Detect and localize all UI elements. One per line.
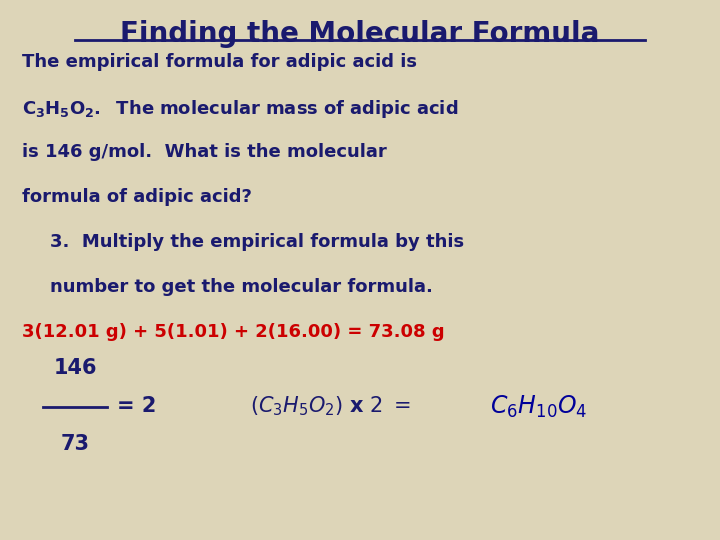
Text: 3.  Multiply the empirical formula by this: 3. Multiply the empirical formula by thi… — [50, 233, 464, 251]
Text: The empirical formula for adipic acid is: The empirical formula for adipic acid is — [22, 53, 417, 71]
Text: 146: 146 — [53, 359, 96, 379]
Text: number to get the molecular formula.: number to get the molecular formula. — [50, 278, 433, 296]
Text: is 146 g/mol.  What is the molecular: is 146 g/mol. What is the molecular — [22, 143, 387, 161]
Text: Finding the Molecular Formula: Finding the Molecular Formula — [120, 20, 600, 48]
Text: 3(12.01 g) + 5(1.01) + 2(16.00) = 73.08 g: 3(12.01 g) + 5(1.01) + 2(16.00) = 73.08 … — [22, 323, 445, 341]
Text: $C_6H_{10}O_4$: $C_6H_{10}O_4$ — [490, 394, 588, 420]
Text: 73: 73 — [60, 435, 89, 455]
Text: formula of adipic acid?: formula of adipic acid? — [22, 188, 252, 206]
Text: $(C_3H_5O_2)\ \mathregular{x}\ 2\ =$: $(C_3H_5O_2)\ \mathregular{x}\ 2\ =$ — [250, 395, 411, 418]
Text: = 2: = 2 — [117, 396, 156, 416]
Text: $\mathregular{C_3H_5O_2}$$\mathregular{.\ \ The\ molecular\ mass\ of\ adipic\ ac: $\mathregular{C_3H_5O_2}$$\mathregular{.… — [22, 98, 459, 120]
